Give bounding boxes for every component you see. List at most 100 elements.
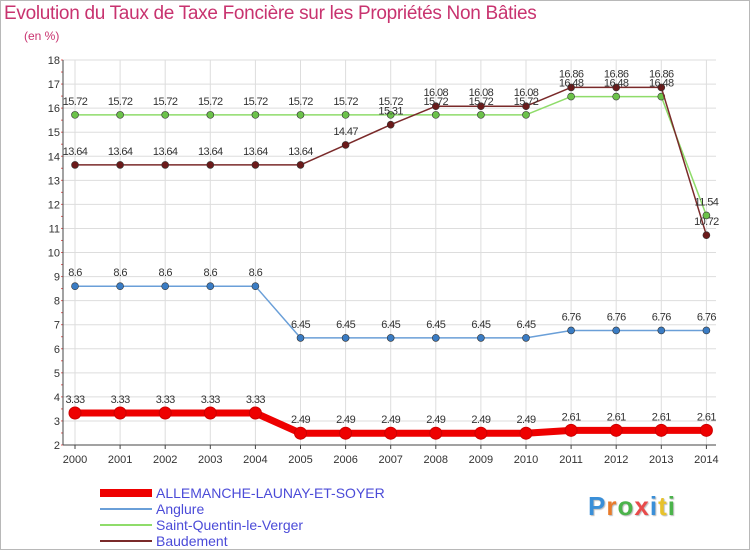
logo-letter: i [649,491,659,521]
data-label: 13.64 [288,146,313,158]
data-label: 6.76 [607,311,626,323]
data-point [567,83,575,92]
x-tick-label: 2013 [649,454,673,466]
data-label: 15.72 [424,96,449,108]
data-point [522,102,530,110]
x-tick-label: 2006 [333,454,357,466]
data-point [206,282,215,290]
data-point [612,83,621,92]
y-tick-label: 10 [48,248,60,260]
data-point [522,334,530,342]
data-label: 15.72 [198,96,223,108]
data-label: 2.49 [516,414,535,426]
data-point [431,111,440,119]
data-point [702,326,711,335]
logo-letter: o [617,491,635,521]
data-label: 2.61 [652,411,671,423]
data-point [248,406,262,420]
data-point [522,111,530,119]
x-tick-label: 2004 [243,454,267,466]
data-label: 8.6 [113,267,127,279]
data-label: 8.6 [204,267,218,279]
data-point [113,406,127,420]
y-unit-label: (en %) [24,29,60,43]
data-label: 2.49 [426,414,445,426]
data-label: 16.86 [559,68,584,80]
data-label: 15.72 [514,96,539,108]
data-point [161,282,169,290]
data-point [384,426,398,440]
y-tick-label: 6 [54,344,60,356]
legend-item: Baudement [100,533,420,549]
data-point [431,102,440,110]
data-point [296,111,305,119]
data-point [68,406,82,420]
data-point [386,334,395,342]
data-point [339,426,353,440]
y-tick-label: 7 [54,320,60,332]
data-label: 13.64 [108,146,133,158]
data-label: 16.48 [649,78,674,90]
data-label: 6.76 [562,311,581,323]
data-label: 8.6 [68,267,82,279]
y-tick-label: 4 [54,392,60,404]
data-label: 2.61 [562,411,581,423]
legend-label: Baudement [156,533,228,549]
data-point [567,326,575,335]
data-point [71,161,79,169]
data-point [654,423,668,437]
data-label: 3.33 [201,394,220,406]
data-point [296,334,305,342]
logo-letter: x [634,491,650,521]
data-label: 16.48 [604,78,629,90]
x-tick-label: 2002 [153,454,177,466]
x-tick-label: 2000 [63,454,87,466]
data-label: 16.86 [649,68,674,80]
data-point [609,423,623,437]
data-label: 14.47 [333,126,358,138]
data-label: 16.48 [559,78,584,90]
legend-label: ALLEMANCHE-LAUNAY-ET-SOYER [156,485,385,501]
data-point [294,426,307,440]
data-label: 2.49 [291,414,310,426]
data-point [519,426,533,440]
data-point [341,141,350,149]
x-tick-label: 2005 [288,454,312,466]
data-point [657,83,666,92]
y-tick-label: 11 [49,223,60,235]
data-label: 15.72 [243,96,268,108]
data-point [71,111,79,119]
data-label: 2.61 [697,411,716,423]
data-point [386,111,395,119]
data-label: 6.45 [471,319,490,331]
y-tick-label: 17 [48,79,60,91]
data-point [203,406,217,420]
y-tick-label: 15 [48,127,60,139]
y-tick-label: 16 [48,103,60,115]
y-tick-label: 18 [48,55,60,67]
data-label: 15.72 [108,96,133,108]
data-point [116,111,124,119]
data-label: 6.76 [697,311,716,323]
data-label: 16.86 [604,68,629,80]
data-label: 3.33 [65,394,84,406]
legend-item: Anglure [100,501,420,517]
data-point [477,102,485,110]
data-point [429,426,443,440]
data-label: 15.72 [153,96,178,108]
data-point [341,111,350,119]
legend-item: Saint-Quentin-le-Verger [100,517,420,533]
data-label: 2.49 [471,414,490,426]
legend-item: ALLEMANCHE-LAUNAY-ET-SOYER [100,485,420,501]
data-point [699,423,713,437]
data-label: 2.49 [381,414,400,426]
data-label: 6.45 [291,319,310,331]
x-tick-label: 2012 [604,454,628,466]
data-point [206,111,215,119]
data-label: 3.33 [111,394,130,406]
data-label: 13.64 [63,146,88,158]
data-point [477,111,485,119]
chart-title: Evolution du Taux de Taxe Foncière sur l… [4,3,537,24]
data-label: 15.72 [333,96,358,108]
